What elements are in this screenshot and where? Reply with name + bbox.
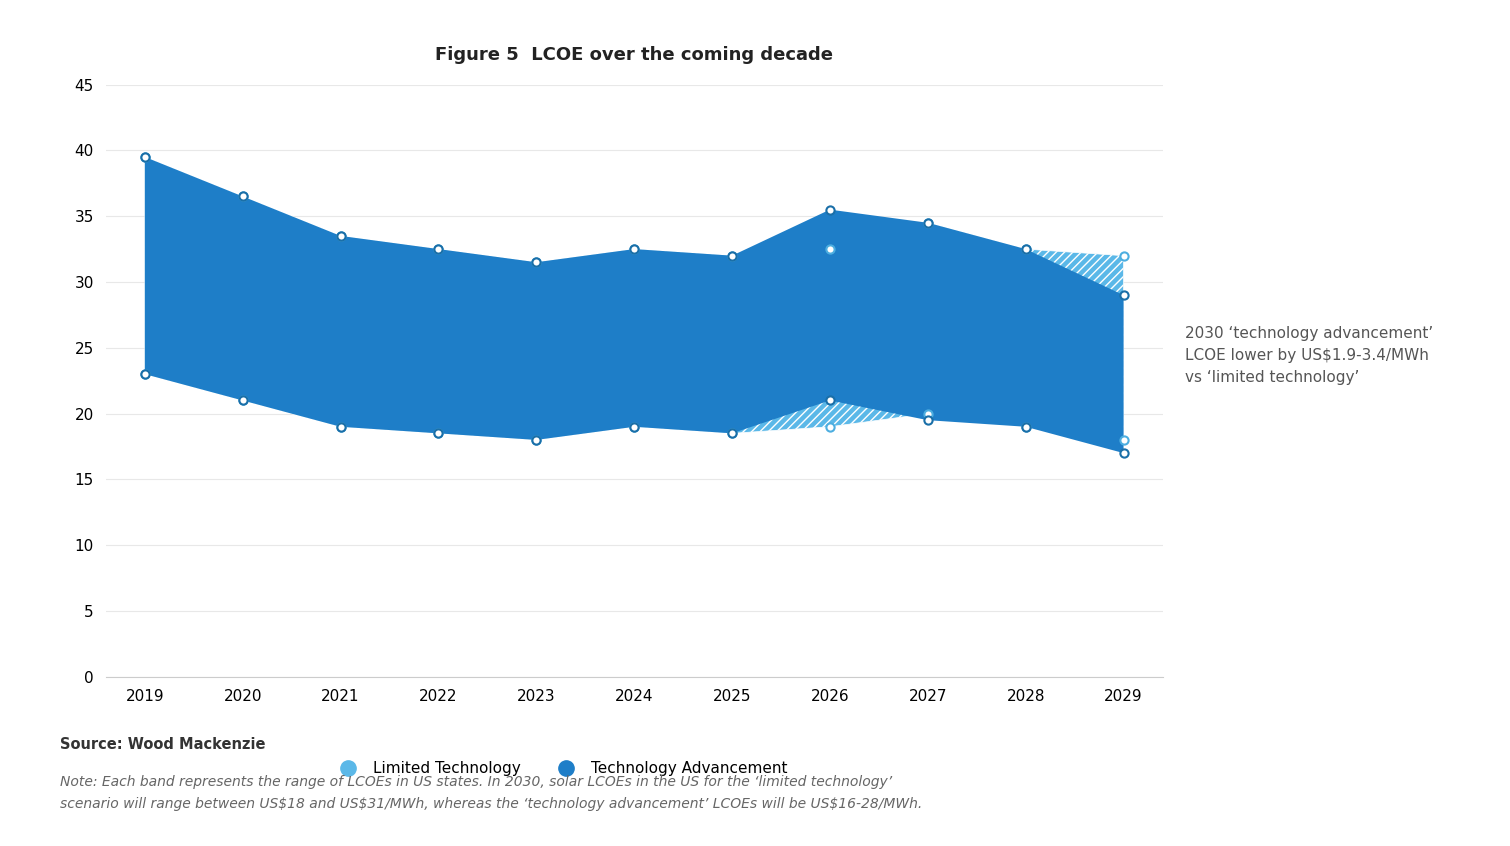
Point	[720, 249, 744, 262]
Point	[524, 255, 548, 269]
Point	[818, 242, 843, 255]
Point	[133, 151, 157, 164]
Point	[426, 242, 450, 255]
Point	[1111, 288, 1136, 302]
Point	[524, 433, 548, 447]
Point	[329, 420, 353, 433]
Point	[818, 420, 843, 433]
Point	[1111, 447, 1136, 460]
Point	[915, 216, 939, 229]
Point	[818, 203, 843, 217]
Point	[720, 426, 744, 440]
Point	[622, 420, 646, 433]
Point	[329, 229, 353, 243]
Point	[622, 420, 646, 433]
Point	[622, 242, 646, 255]
Text: 2030 ‘technology advancement’
LCOE lower by US$1.9-3.4/MWh
vs ‘limited technolog: 2030 ‘technology advancement’ LCOE lower…	[1185, 326, 1433, 385]
Point	[1013, 242, 1037, 255]
Point	[426, 242, 450, 255]
Point	[915, 407, 939, 420]
Point	[231, 190, 255, 203]
Point	[426, 426, 450, 440]
Point	[231, 393, 255, 407]
Title: Figure 5  LCOE over the coming decade: Figure 5 LCOE over the coming decade	[435, 46, 834, 63]
Point	[426, 426, 450, 440]
Point	[622, 242, 646, 255]
Point	[1111, 433, 1136, 447]
Point	[133, 367, 157, 381]
Point	[1111, 249, 1136, 262]
Point	[720, 426, 744, 440]
Point	[720, 249, 744, 262]
Text: Note: Each band represents the range of LCOEs in US states. In 2030, solar LCOEs: Note: Each band represents the range of …	[60, 775, 923, 811]
Point	[133, 151, 157, 164]
Text: Source: Wood Mackenzie: Source: Wood Mackenzie	[60, 737, 266, 752]
Point	[329, 229, 353, 243]
Point	[818, 393, 843, 407]
Point	[231, 190, 255, 203]
Point	[915, 216, 939, 229]
Legend: Limited Technology, Technology Advancement: Limited Technology, Technology Advanceme…	[334, 761, 787, 777]
Point	[1013, 242, 1037, 255]
Point	[524, 255, 548, 269]
Point	[524, 433, 548, 447]
Point	[231, 393, 255, 407]
Point	[1013, 420, 1037, 433]
Point	[1013, 420, 1037, 433]
Point	[915, 414, 939, 427]
Point	[329, 420, 353, 433]
Point	[133, 367, 157, 381]
